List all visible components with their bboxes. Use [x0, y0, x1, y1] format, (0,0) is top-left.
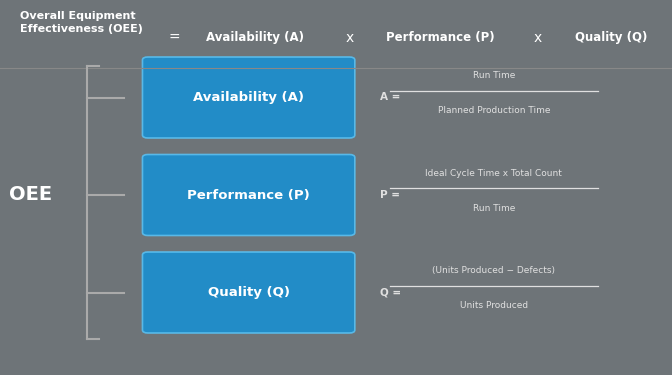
Text: Run Time: Run Time [472, 204, 515, 213]
Text: P =: P = [380, 190, 400, 200]
Text: x: x [534, 30, 542, 45]
FancyBboxPatch shape [142, 57, 355, 138]
Text: Units Produced: Units Produced [460, 301, 528, 310]
Text: Planned Production Time: Planned Production Time [437, 106, 550, 115]
FancyBboxPatch shape [142, 252, 355, 333]
Text: (Units Produced − Defects): (Units Produced − Defects) [432, 266, 556, 275]
Text: Run Time: Run Time [472, 71, 515, 80]
Text: =: = [169, 30, 181, 45]
Text: Availability (A): Availability (A) [193, 91, 304, 104]
Text: Overall Equipment
Effectiveness (OEE): Overall Equipment Effectiveness (OEE) [20, 11, 143, 34]
FancyBboxPatch shape [142, 154, 355, 236]
Text: x: x [345, 30, 353, 45]
Text: A =: A = [380, 93, 400, 102]
Text: Quality (Q): Quality (Q) [208, 286, 290, 299]
Text: Performance (P): Performance (P) [187, 189, 310, 201]
Text: Quality (Q): Quality (Q) [575, 31, 648, 44]
Text: Availability (A): Availability (A) [206, 31, 304, 44]
Text: OEE: OEE [9, 186, 52, 204]
Text: Q =: Q = [380, 288, 401, 297]
Text: Performance (P): Performance (P) [386, 31, 495, 44]
Text: Ideal Cycle Time x Total Count: Ideal Cycle Time x Total Count [425, 169, 562, 178]
